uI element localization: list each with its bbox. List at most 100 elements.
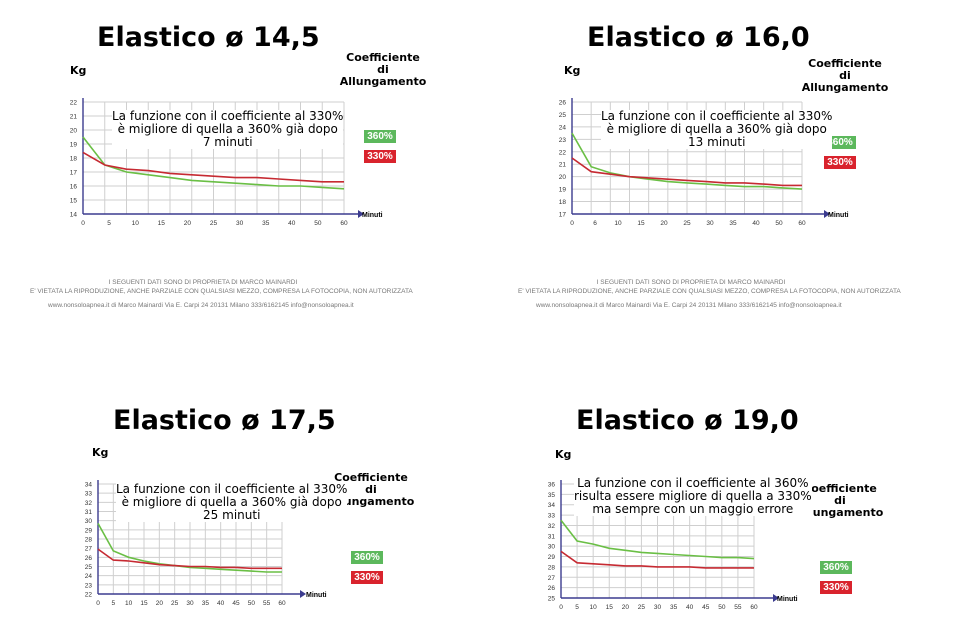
chart-note: La funzione con il coefficiente al 330% è… [116,482,348,522]
chart-note: La funzione con il coefficiente al 330% è… [112,109,344,149]
x-tick-label: 55 [263,600,271,607]
legend-360-badge: 360% [820,561,852,574]
y-tick-label: 29 [85,527,93,534]
x-tick-label: 15 [637,220,645,227]
x-tick-label: 45 [232,600,240,607]
x-tick-label: 30 [654,604,662,611]
y-tick-label: 32 [85,500,93,507]
x-tick-label: 30 [236,220,244,227]
x-tick-label: 60 [750,604,758,611]
x-tick-label: 20 [156,600,164,607]
x-tick-label: 5 [575,604,579,611]
x-tick-label: 40 [686,604,694,611]
x-tick-label: 25 [171,600,179,607]
x-tick-label: 15 [140,600,148,607]
x-tick-label: 10 [125,600,133,607]
x-tick-label: 35 [262,220,270,227]
y-tick-label: 31 [548,533,556,540]
x-tick-label: 6 [593,220,597,227]
y-tick-label: 22 [85,592,93,599]
y-tick-label: 25 [548,596,556,603]
series-line-360 [571,132,803,190]
chart-title: Elastico ø 19,0 [576,405,799,436]
legend-330-badge: 330% [824,156,856,169]
y-tick-label: 19 [70,142,78,149]
x-tick-label: 60 [278,600,286,607]
series-line-360 [560,519,755,560]
y-tick-label: 20 [70,128,78,135]
y-tick-label: 27 [548,575,556,582]
x-tick-label: 20 [660,220,668,227]
x-tick-label: 35 [670,604,678,611]
y-tick-label: 17 [559,212,567,219]
chart-title: Elastico ø 16,0 [587,22,810,53]
y-tick-label: 17 [70,170,78,177]
y-tick-label: 28 [85,537,93,544]
legend-330-badge: 330% [364,150,396,163]
y-tick-label: 33 [548,513,556,520]
y-tick-label: 26 [559,100,567,107]
y-tick-label: 26 [85,555,93,562]
website-line: www.nonsoloapnea.it di Marco Mainardi Vi… [536,302,842,309]
series-line-330 [97,548,282,570]
y-tick-label: 18 [70,156,78,163]
legend-360-badge: 360% [351,551,383,564]
y-tick-label: 20 [559,174,567,181]
x-tick-label: 0 [559,604,563,611]
y-tick-label: 24 [559,124,567,131]
x-tick-label: 10 [132,220,140,227]
x-tick-label: 30 [186,600,194,607]
legend-title: Coefficiente di Allungamento [339,51,427,88]
x-tick-label: 35 [202,600,210,607]
y-tick-label: 25 [85,564,93,571]
series-line-330 [82,151,344,183]
y-tick-label: 30 [548,544,556,551]
chart-title: Elastico ø 17,5 [113,405,336,436]
x-axis-arrow [358,210,364,218]
x-axis-label: Minuti [828,212,849,219]
y-tick-label: 23 [85,582,93,589]
y-tick-label: 21 [559,162,567,169]
y-tick-label: 16 [70,184,78,191]
x-tick-label: 5 [112,600,116,607]
x-tick-label: 25 [210,220,218,227]
y-tick-label: 33 [85,491,93,498]
y-tick-label: 34 [548,502,556,509]
y-tick-label: 30 [85,518,93,525]
x-axis-arrow [300,590,306,598]
y-axis-label: Kg [70,64,87,77]
x-tick-label: 15 [606,604,614,611]
y-tick-label: 28 [548,564,556,571]
y-tick-label: 22 [559,149,567,156]
y-tick-label: 15 [70,198,78,205]
x-tick-label: 10 [590,604,598,611]
x-tick-label: 5 [107,220,111,227]
legend-330-badge: 330% [820,581,852,594]
y-tick-label: 14 [70,212,78,219]
y-tick-label: 18 [559,199,567,206]
x-tick-label: 45 [702,604,710,611]
y-tick-label: 29 [548,554,556,561]
x-tick-label: 60 [798,220,806,227]
x-tick-label: 40 [288,220,296,227]
series-line-330 [571,157,802,187]
x-axis-label: Minuti [306,592,327,599]
x-axis-label: Minuti [362,212,383,219]
x-tick-label: 55 [734,604,742,611]
x-tick-label: 30 [706,220,714,227]
x-tick-label: 20 [622,604,630,611]
x-tick-label: 25 [638,604,646,611]
series-line-360 [82,136,345,190]
y-tick-label: 22 [70,100,78,107]
x-tick-label: 0 [96,600,100,607]
x-tick-label: 0 [81,220,85,227]
legend-title: Coefficiente di Allungamento [796,482,884,519]
x-tick-label: 35 [729,220,737,227]
x-axis-arrow [773,594,779,602]
y-tick-label: 25 [559,112,567,119]
x-tick-label: 25 [683,220,691,227]
website-line: www.nonsoloapnea.it di Marco Mainardi Vi… [48,302,354,309]
series-line-330 [560,550,754,569]
y-tick-label: 21 [70,114,78,121]
x-tick-label: 20 [184,220,192,227]
